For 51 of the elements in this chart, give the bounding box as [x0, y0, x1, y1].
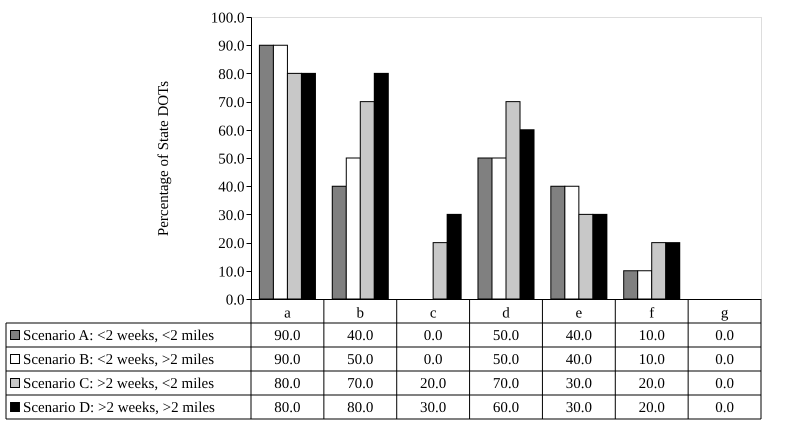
x-tick-label: b	[356, 306, 364, 322]
y-axis-title: Percentage of State DOTs	[156, 80, 172, 236]
data-label: 70.0	[347, 376, 374, 392]
data-label: 60.0	[492, 400, 520, 416]
y-tick-label: 20.0	[218, 236, 244, 252]
data-label: 40.0	[347, 328, 374, 344]
data-label: 20.0	[638, 376, 665, 392]
data-label: 30.0	[420, 400, 446, 416]
data-label: 70.0	[492, 376, 520, 392]
y-tick-label: 40.0	[218, 180, 244, 196]
data-label: 20.0	[420, 376, 446, 392]
data-label: 90.0	[274, 328, 301, 344]
data-label: 50.0	[492, 352, 520, 368]
data-label: 80.0	[274, 400, 301, 416]
data-label: 40.0	[566, 352, 592, 368]
data-label: 80.0	[274, 376, 301, 392]
y-tick-label: 90.0	[218, 38, 244, 55]
x-tick-label: c	[430, 306, 437, 322]
data-label: 90.0	[274, 352, 301, 368]
x-tick-label: f	[649, 306, 654, 322]
y-tick-label: 30.0	[218, 208, 244, 224]
data-label: 20.0	[638, 400, 665, 416]
x-tick-label: a	[284, 306, 292, 322]
x-tick-label: g	[720, 306, 729, 322]
data-label: 0.0	[424, 328, 443, 344]
legend-label: Scenario A: <2 weeks, <2 miles	[23, 328, 214, 344]
data-label: 0.0	[715, 328, 734, 344]
y-tick-label: 10.0	[218, 264, 244, 280]
legend-label: Scenario C: >2 weeks, <2 miles	[23, 376, 214, 392]
data-label: 10.0	[638, 328, 665, 344]
y-tick-label: 50.0	[218, 152, 244, 168]
data-label: 40.0	[566, 328, 592, 344]
data-label: 30.0	[566, 400, 592, 416]
data-label: 0.0	[424, 352, 443, 368]
legend-label: Scenario B: <2 weeks, >2 miles	[23, 352, 214, 368]
x-tick-label: e	[576, 306, 583, 322]
y-tick-label: 100.0	[210, 10, 244, 26]
data-label: 30.0	[566, 376, 592, 392]
data-label: 50.0	[347, 352, 374, 368]
data-label: 10.0	[638, 352, 665, 368]
data-label: 80.0	[347, 400, 374, 416]
y-tick-label: 60.0	[218, 123, 244, 140]
legend-label: Scenario D: >2 weeks, >2 miles	[23, 400, 216, 416]
y-tick-label: 70.0	[218, 95, 244, 112]
y-tick-label: 0.0	[226, 292, 244, 308]
data-label: 0.0	[715, 400, 734, 416]
data-label: 0.0	[715, 376, 734, 392]
x-tick-label: d	[502, 306, 510, 322]
data-label: 0.0	[715, 352, 734, 368]
data-label: 50.0	[492, 328, 520, 344]
y-tick-label: 80.0	[218, 66, 244, 83]
